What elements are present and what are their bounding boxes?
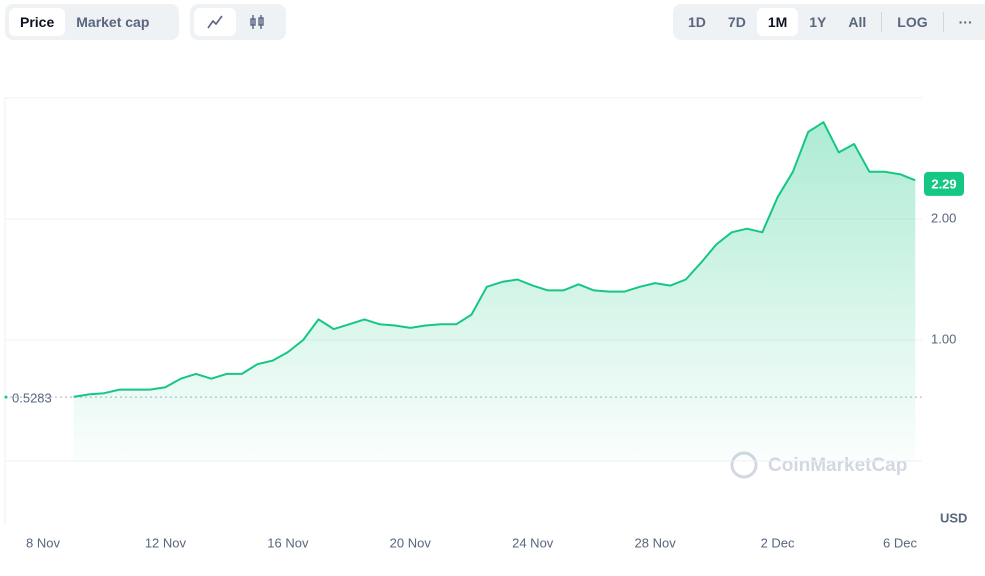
range-1d[interactable]: 1D xyxy=(688,14,706,30)
y-tick-label: 1.00 xyxy=(931,331,956,346)
price-tab[interactable]: Price xyxy=(9,8,66,36)
log-toggle[interactable]: LOG xyxy=(897,14,928,30)
x-tick-label: 24 Nov xyxy=(512,535,554,550)
price-line xyxy=(73,121,916,398)
x-tick-label: 16 Nov xyxy=(267,535,309,550)
divider xyxy=(942,12,944,32)
candle-chart-button[interactable] xyxy=(236,8,278,36)
start-price-dot xyxy=(4,395,8,399)
start-price-label: 0.5283 xyxy=(12,391,52,406)
candle-icon xyxy=(250,15,264,29)
line-icon xyxy=(207,15,223,29)
more-button[interactable]: ··· xyxy=(958,14,973,30)
price-area xyxy=(73,122,916,461)
last-price-label: 2.29 xyxy=(931,176,956,191)
range-7d[interactable]: 7D xyxy=(727,14,746,30)
range-all[interactable]: All xyxy=(848,14,867,30)
x-tick-label: 8 Nov xyxy=(26,535,60,550)
x-tick-label: 2 Dec xyxy=(761,535,795,550)
range-toggle: 1D 7D 1M 1Y All LOG ··· xyxy=(673,4,985,40)
x-tick-label: 28 Nov xyxy=(635,535,677,550)
x-tick-label: 20 Nov xyxy=(390,535,432,550)
y-tick-label: 2.00 xyxy=(931,210,956,225)
x-tick-label: 6 Dec xyxy=(883,535,917,550)
page: {"controls": {"metric": ["Price", "Marke… xyxy=(4,4,985,551)
chart-style-toggle xyxy=(190,4,286,40)
range-1m[interactable]: 1M xyxy=(756,8,799,36)
metric-toggle: Price Market cap xyxy=(5,4,179,40)
divider xyxy=(881,12,883,32)
x-tick-label: 12 Nov xyxy=(145,535,187,550)
range-1y[interactable]: 1Y xyxy=(809,14,827,30)
line-chart-button[interactable] xyxy=(194,8,236,36)
currency-label: USD xyxy=(940,510,967,525)
last-price-tag xyxy=(924,171,964,196)
chart: CoinMarketCap USD 1.002.008 Nov 12 Nov 16 … xyxy=(4,97,967,550)
market-cap-tab[interactable]: Market cap xyxy=(76,14,150,30)
